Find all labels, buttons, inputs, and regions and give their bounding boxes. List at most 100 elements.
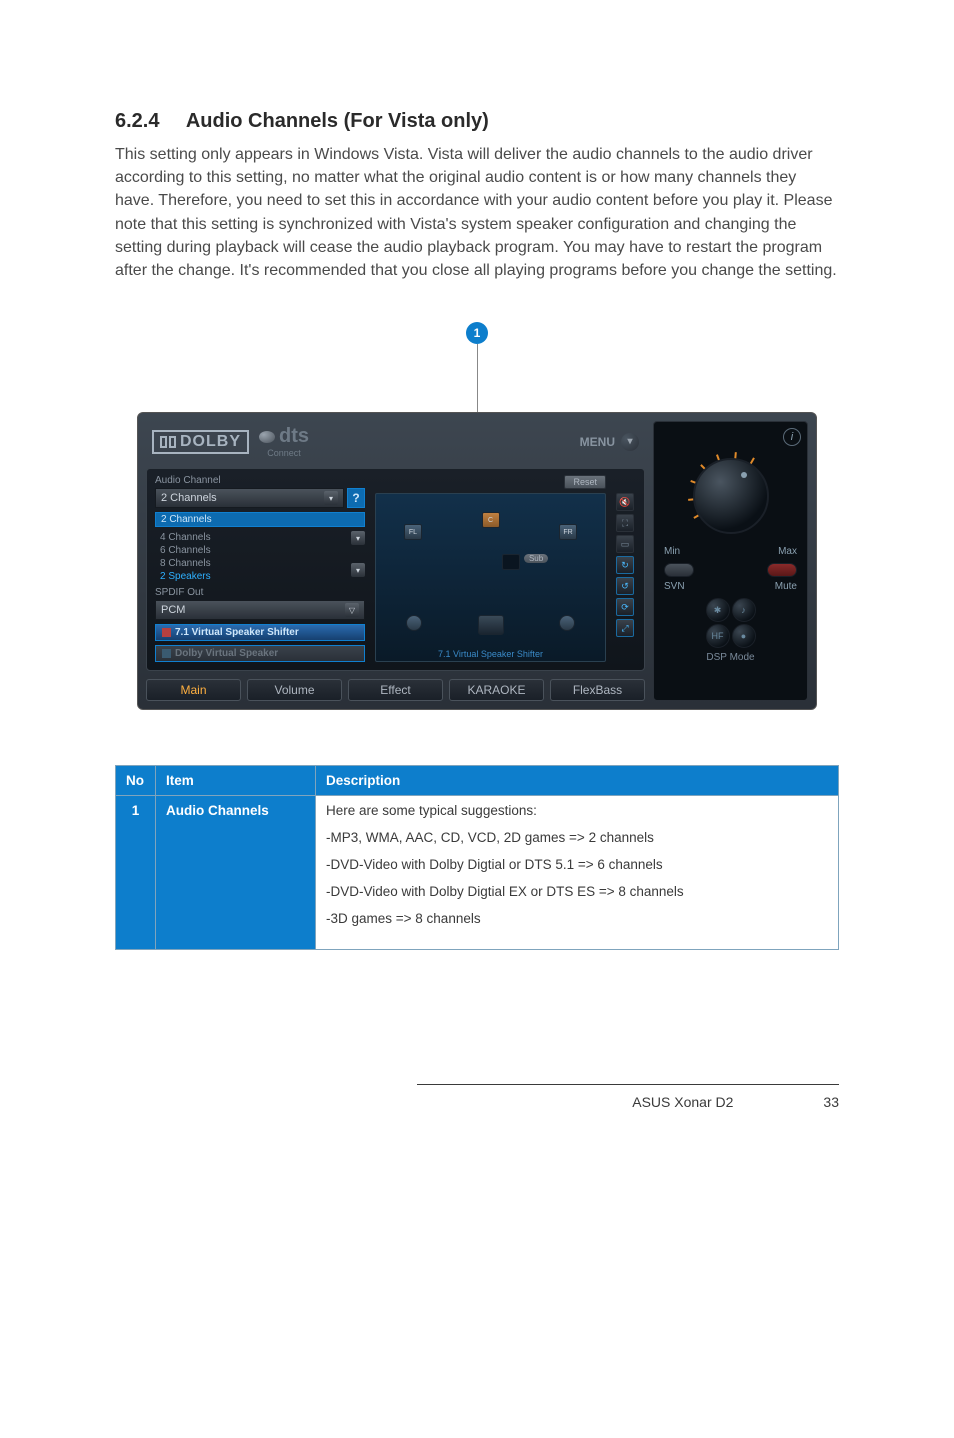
tab-volume[interactable]: Volume	[247, 679, 342, 701]
dropdown-option[interactable]: 8 Channels	[155, 557, 348, 570]
audio-center-window: DOLBY dts Connect MENU ▾ Aud	[137, 412, 817, 710]
speaker-front-right-icon[interactable]: FR	[559, 524, 577, 540]
screenshot-figure: 1 DOLBY dts Connect MENU ▾	[115, 322, 839, 710]
menu-button[interactable]: MENU ▾	[580, 433, 639, 451]
section-number: 6.2.4	[115, 110, 181, 133]
virtual-shifter-caption: 7.1 Virtual Speaker Shifter	[438, 649, 543, 659]
dolby-virtual-speaker-button[interactable]: Dolby Virtual Speaker	[155, 645, 365, 662]
speaker-rear-right-icon[interactable]	[559, 615, 575, 631]
min-label: Min	[664, 546, 680, 557]
speaker-front-left-icon[interactable]: FL	[404, 524, 422, 540]
speaker-room-panel: Reset FL C FR Sub 7.1 Virtual Speaker Sh…	[375, 475, 606, 662]
dolby-logo[interactable]: DOLBY	[152, 430, 249, 454]
footer-page-number: 33	[823, 1094, 839, 1110]
window-main-area: DOLBY dts Connect MENU ▾ Aud	[146, 421, 645, 701]
side-icon-column: 🔇 ⛶ ▭ ↻ ↺ ⟳ ⤢	[616, 475, 636, 662]
dts-logo[interactable]: dts Connect	[259, 425, 309, 458]
table-cell-desc: Here are some typical suggestions: -MP3,…	[316, 796, 839, 950]
footer-product: ASUS Xonar D2	[632, 1094, 733, 1110]
tab-flexbass[interactable]: FlexBass	[550, 679, 645, 701]
tab-karaoke[interactable]: KARAOKE	[449, 679, 544, 701]
menu-label: MENU	[580, 435, 615, 449]
dsp-mode-button[interactable]: ●	[732, 624, 756, 648]
section-body: This setting only appears in Windows Vis…	[115, 143, 839, 282]
speaker-sub-icon[interactable]	[502, 554, 520, 570]
table-header-item: Item	[156, 766, 316, 796]
rotate-ccw-icon[interactable]: ↺	[616, 577, 634, 595]
rotate-cw-icon[interactable]: ↻	[616, 556, 634, 574]
expand-icon[interactable]: ⛶	[616, 514, 634, 532]
checkbox-icon	[162, 628, 171, 637]
speaker-rear-left-icon[interactable]	[406, 615, 422, 631]
desc-line: -3D games => 8 channels	[326, 911, 828, 926]
bottom-tab-bar: Main Volume Effect KARAOKE FlexBass	[146, 679, 645, 701]
chevron-down-icon[interactable]: ▾	[351, 563, 365, 577]
tab-effect[interactable]: Effect	[348, 679, 443, 701]
reference-table: No Item Description 1 Audio Channels Her…	[115, 765, 839, 950]
desc-line: -MP3, WMA, AAC, CD, VCD, 2D games => 2 c…	[326, 830, 828, 845]
reset-pos-icon[interactable]: ⟳	[616, 598, 634, 616]
info-icon[interactable]: i	[783, 428, 801, 446]
virtual-speaker-label: 7.1 Virtual Speaker Shifter	[175, 627, 299, 638]
mute-toggle[interactable]	[767, 563, 797, 577]
volume-knob-area	[671, 450, 791, 542]
dsp-mode-button[interactable]: ✱	[706, 598, 730, 622]
speaker-sub-label: Sub	[524, 554, 548, 563]
speaker-room-diagram[interactable]: FL C FR Sub 7.1 Virtual Speaker Shifter	[375, 493, 606, 662]
listener-seat-icon[interactable]	[478, 615, 504, 635]
dropdown-option-selected[interactable]: 2 Channels	[155, 512, 365, 527]
dts-connect-label: Connect	[267, 448, 301, 458]
desc-line: Here are some typical suggestions:	[326, 803, 828, 818]
audio-channel-legend: Audio Channel	[155, 475, 365, 486]
dropdown-option[interactable]: 6 Channels	[155, 544, 348, 557]
table-cell-item: Audio Channels	[156, 796, 316, 950]
mute-all-icon[interactable]: 🔇	[616, 493, 634, 511]
page-footer: ASUS Xonar D2 33	[115, 1090, 839, 1110]
desc-line: -DVD-Video with Dolby Digtial EX or DTS …	[326, 884, 828, 899]
zoom-icon[interactable]: ⤢	[616, 619, 634, 637]
audio-channel-combo[interactable]: 2 Channels ▾	[155, 488, 344, 508]
collapse-icon[interactable]: ▭	[616, 535, 634, 553]
spdif-out-legend: SPDIF Out	[155, 587, 365, 598]
chevron-down-icon[interactable]: ▾	[351, 531, 365, 545]
svn-toggle[interactable]	[664, 563, 694, 577]
dsp-mode-cluster: ✱ ♪ HF ●	[701, 598, 761, 648]
chevron-down-icon: ▾	[324, 491, 338, 505]
virtual-speaker-shifter-button[interactable]: 7.1 Virtual Speaker Shifter	[155, 624, 365, 641]
dolby-icon	[160, 436, 176, 448]
table-header-desc: Description	[316, 766, 839, 796]
help-button[interactable]: ?	[347, 488, 365, 508]
left-control-column: Audio Channel 2 Channels ▾ ? 2 Channels …	[155, 475, 365, 662]
max-label: Max	[778, 546, 797, 557]
audio-channel-value: 2 Channels	[161, 492, 217, 504]
spdif-out-value: PCM	[161, 604, 185, 616]
dsp-mode-label: DSP Mode	[706, 652, 754, 663]
dropdown-option[interactable]: 2 Speakers	[155, 570, 348, 583]
section-title: Audio Channels (For Vista only)	[186, 110, 489, 132]
table-row: 1 Audio Channels Here are some typical s…	[116, 796, 839, 950]
table-header-no: No	[116, 766, 156, 796]
config-panel: Audio Channel 2 Channels ▾ ? 2 Channels …	[146, 468, 645, 671]
dsp-mode-button[interactable]: ♪	[732, 598, 756, 622]
menu-chevron-icon: ▾	[621, 433, 639, 451]
reset-button[interactable]: Reset	[564, 475, 606, 489]
dropdown-option[interactable]: 4 Channels	[155, 531, 348, 544]
volume-side-panel: i Min Max SVN Mute	[653, 421, 808, 701]
dts-label: dts	[279, 425, 309, 448]
speaker-center-icon[interactable]: C	[482, 512, 500, 528]
dolby-virtual-label: Dolby Virtual Speaker	[175, 648, 278, 659]
svn-label: SVN	[664, 581, 685, 592]
dolby-label: DOLBY	[180, 433, 241, 451]
callout-badge: 1	[466, 322, 488, 344]
callout-line	[477, 344, 478, 412]
section-heading: 6.2.4 Audio Channels (For Vista only)	[115, 110, 839, 133]
table-cell-no: 1	[116, 796, 156, 950]
mute-label: Mute	[775, 581, 797, 592]
volume-knob[interactable]	[693, 458, 769, 534]
window-topbar: DOLBY dts Connect MENU ▾	[146, 421, 645, 468]
dts-icon	[259, 431, 275, 443]
spdif-out-combo[interactable]: PCM ▽	[155, 600, 365, 620]
dsp-mode-button[interactable]: HF	[706, 624, 730, 648]
tab-main[interactable]: Main	[146, 679, 241, 701]
desc-line: -DVD-Video with Dolby Digtial or DTS 5.1…	[326, 857, 828, 872]
